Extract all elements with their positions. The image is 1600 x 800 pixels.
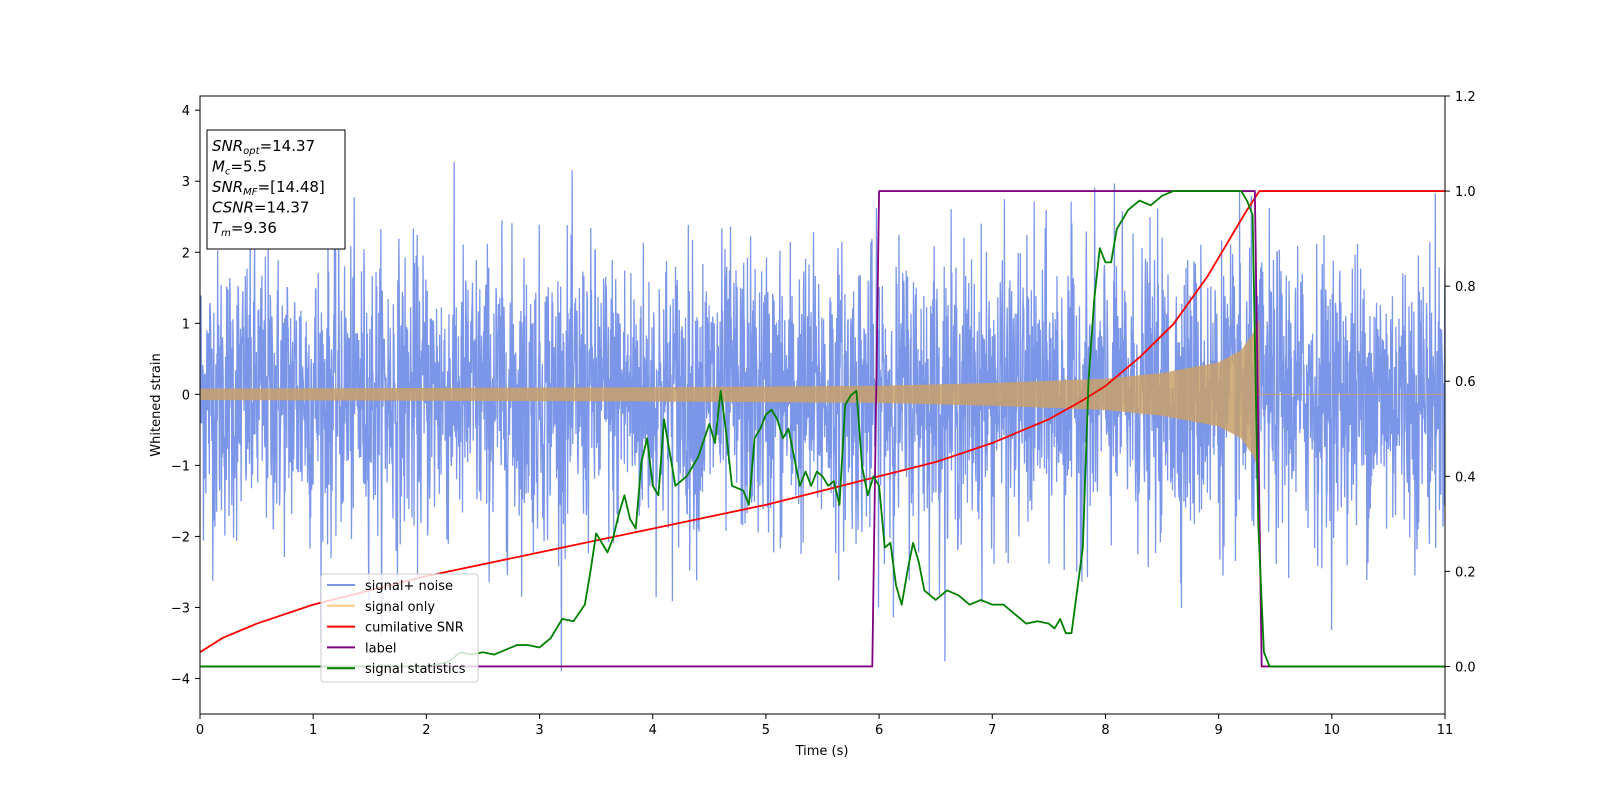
- x-tick-label-7: 7: [988, 723, 996, 738]
- y-tick-label-3: −1: [171, 459, 190, 474]
- legend-label-signal-statistics: signal statistics: [365, 662, 466, 677]
- x-tick-label-0: 0: [196, 723, 204, 738]
- x-tick-label-8: 8: [1101, 723, 1109, 738]
- y-tick-label-0: −4: [171, 672, 190, 687]
- info-box-frame: [206, 129, 346, 250]
- y2-tick-label-5: 1.0: [1455, 185, 1476, 200]
- info-line-3: CSNR=14.37: [212, 199, 309, 217]
- legend-label-signal-only: signal only: [365, 600, 435, 615]
- x-tick-label-4: 4: [649, 723, 657, 738]
- x-tick-label-3: 3: [535, 723, 543, 738]
- y2-tick-label-2: 0.4: [1455, 470, 1476, 485]
- y-tick-label-1: −3: [171, 601, 190, 616]
- x-tick-label-11: 11: [1437, 723, 1454, 738]
- legend: signal+ noise signal only cumilative SNR la…: [320, 573, 479, 683]
- y-tick-label-6: 2: [182, 246, 190, 261]
- legend-label-cumilative-snr: cumilative SNR: [365, 621, 464, 636]
- info-line-2: SNRMF=[14.48]: [212, 178, 325, 198]
- x-tick-label-2: 2: [422, 723, 430, 738]
- y2-tick-label-4: 0.8: [1455, 280, 1476, 295]
- axes-layer: 0 1 2 3 4 5 6 7 8 9 10 11 −4 −3 −2 −1 0 1 2 3 4 0.0 0.2 0.4 0.6 0…: [171, 90, 1476, 738]
- plot-area-frame: [199, 95, 1446, 715]
- x-tick-label-1: 1: [309, 723, 317, 738]
- y2-tick-label-3: 0.6: [1455, 375, 1476, 390]
- x-tick-label-9: 9: [1214, 723, 1222, 738]
- x-tick-label-5: 5: [762, 723, 770, 738]
- y-tick-label-7: 3: [182, 175, 190, 190]
- y-tick-label-2: −2: [171, 530, 190, 545]
- y2-tick-label-1: 0.2: [1455, 565, 1476, 580]
- y2-tick-label-0: 0.0: [1455, 660, 1476, 675]
- x-axis-label: Time (s): [795, 744, 849, 759]
- y2-tick-label-6: 1.2: [1455, 90, 1476, 105]
- info-line-0: SNRopt=14.37: [212, 137, 315, 157]
- info-line-4: Tm=9.36: [212, 219, 277, 239]
- legend-label-label: label: [365, 641, 396, 656]
- x-tick-label-6: 6: [875, 723, 883, 738]
- x-tick-label-10: 10: [1324, 723, 1341, 738]
- y-tick-label-5: 1: [182, 317, 190, 332]
- y-tick-label-8: 4: [182, 104, 190, 119]
- y-axis-label: Whitened strain: [149, 353, 164, 456]
- legend-frame: [320, 573, 479, 683]
- series-signal-only: [200, 320, 1445, 468]
- series-signal-statistics: [200, 190, 1445, 668]
- info-line-1: Mc=5.5: [212, 158, 267, 178]
- info-box: SNRopt=14.37Mc=5.5SNRMF=[14.48]CSNR=14.3…: [206, 129, 346, 250]
- legend-label-signal-noise: signal+ noise: [365, 579, 453, 594]
- y-tick-label-4: 0: [182, 388, 190, 403]
